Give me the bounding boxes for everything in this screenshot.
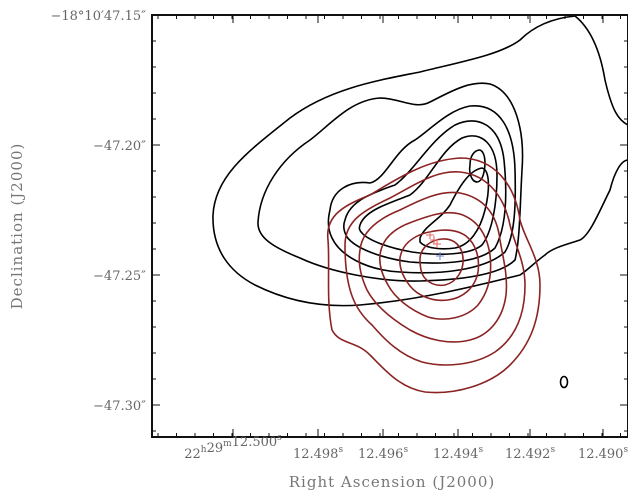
y-tick-label: −47.25″ <box>93 269 146 284</box>
black-contour-isolated <box>559 375 569 389</box>
y-tick-labels: −18°10′47.15″ −47.20″ −47.25″ −47.30″ <box>50 9 146 414</box>
black-contour-level-3 <box>327 105 517 274</box>
red-contour-level-1 <box>327 157 541 394</box>
red-contour-level-3 <box>358 191 508 343</box>
x-tick-label: 12.496s <box>358 445 409 462</box>
y-tick-label: −18°10′47.15″ <box>50 9 146 24</box>
x-tick-labels: 22h29m12.500s 12.498s 12.496s 12.494s 12.492… <box>184 433 628 462</box>
x-axis-title: Right Ascension (J2000) <box>289 473 495 491</box>
black-contour-level-2 <box>257 82 524 282</box>
y-tick-label: −47.20″ <box>93 139 146 154</box>
black-contour-level-6 <box>419 167 490 250</box>
x-tick-label: 22h29m12.500s <box>184 433 282 462</box>
y-tick-label: −47.30″ <box>93 399 146 414</box>
plus-marker <box>433 240 441 248</box>
red-contour-level-4 <box>378 211 492 320</box>
black-contour-level-5 <box>358 135 498 255</box>
x-tick-label: 12.494s <box>433 445 484 462</box>
red-contour-level-5 <box>399 229 480 302</box>
plot-frame <box>151 14 628 438</box>
x-tick-label: 12.490s <box>578 445 628 462</box>
x-tick-label: 12.498s <box>293 445 344 462</box>
source-markers <box>426 231 444 260</box>
red-contour-level-2 <box>344 171 526 366</box>
red-contour-series <box>327 157 541 394</box>
black-contour-series <box>212 15 628 389</box>
plus-marker <box>426 231 434 239</box>
black-contour-peak <box>468 149 486 183</box>
axis-ticks <box>152 14 628 437</box>
x-tick-label: 12.492s <box>505 445 556 462</box>
red-contour-level-6 <box>419 238 464 287</box>
plus-marker <box>436 252 444 260</box>
black-contour-level-1 <box>212 15 628 307</box>
y-axis-title: Declination (J2000) <box>8 143 26 310</box>
black-contour-level-4 <box>342 120 507 264</box>
